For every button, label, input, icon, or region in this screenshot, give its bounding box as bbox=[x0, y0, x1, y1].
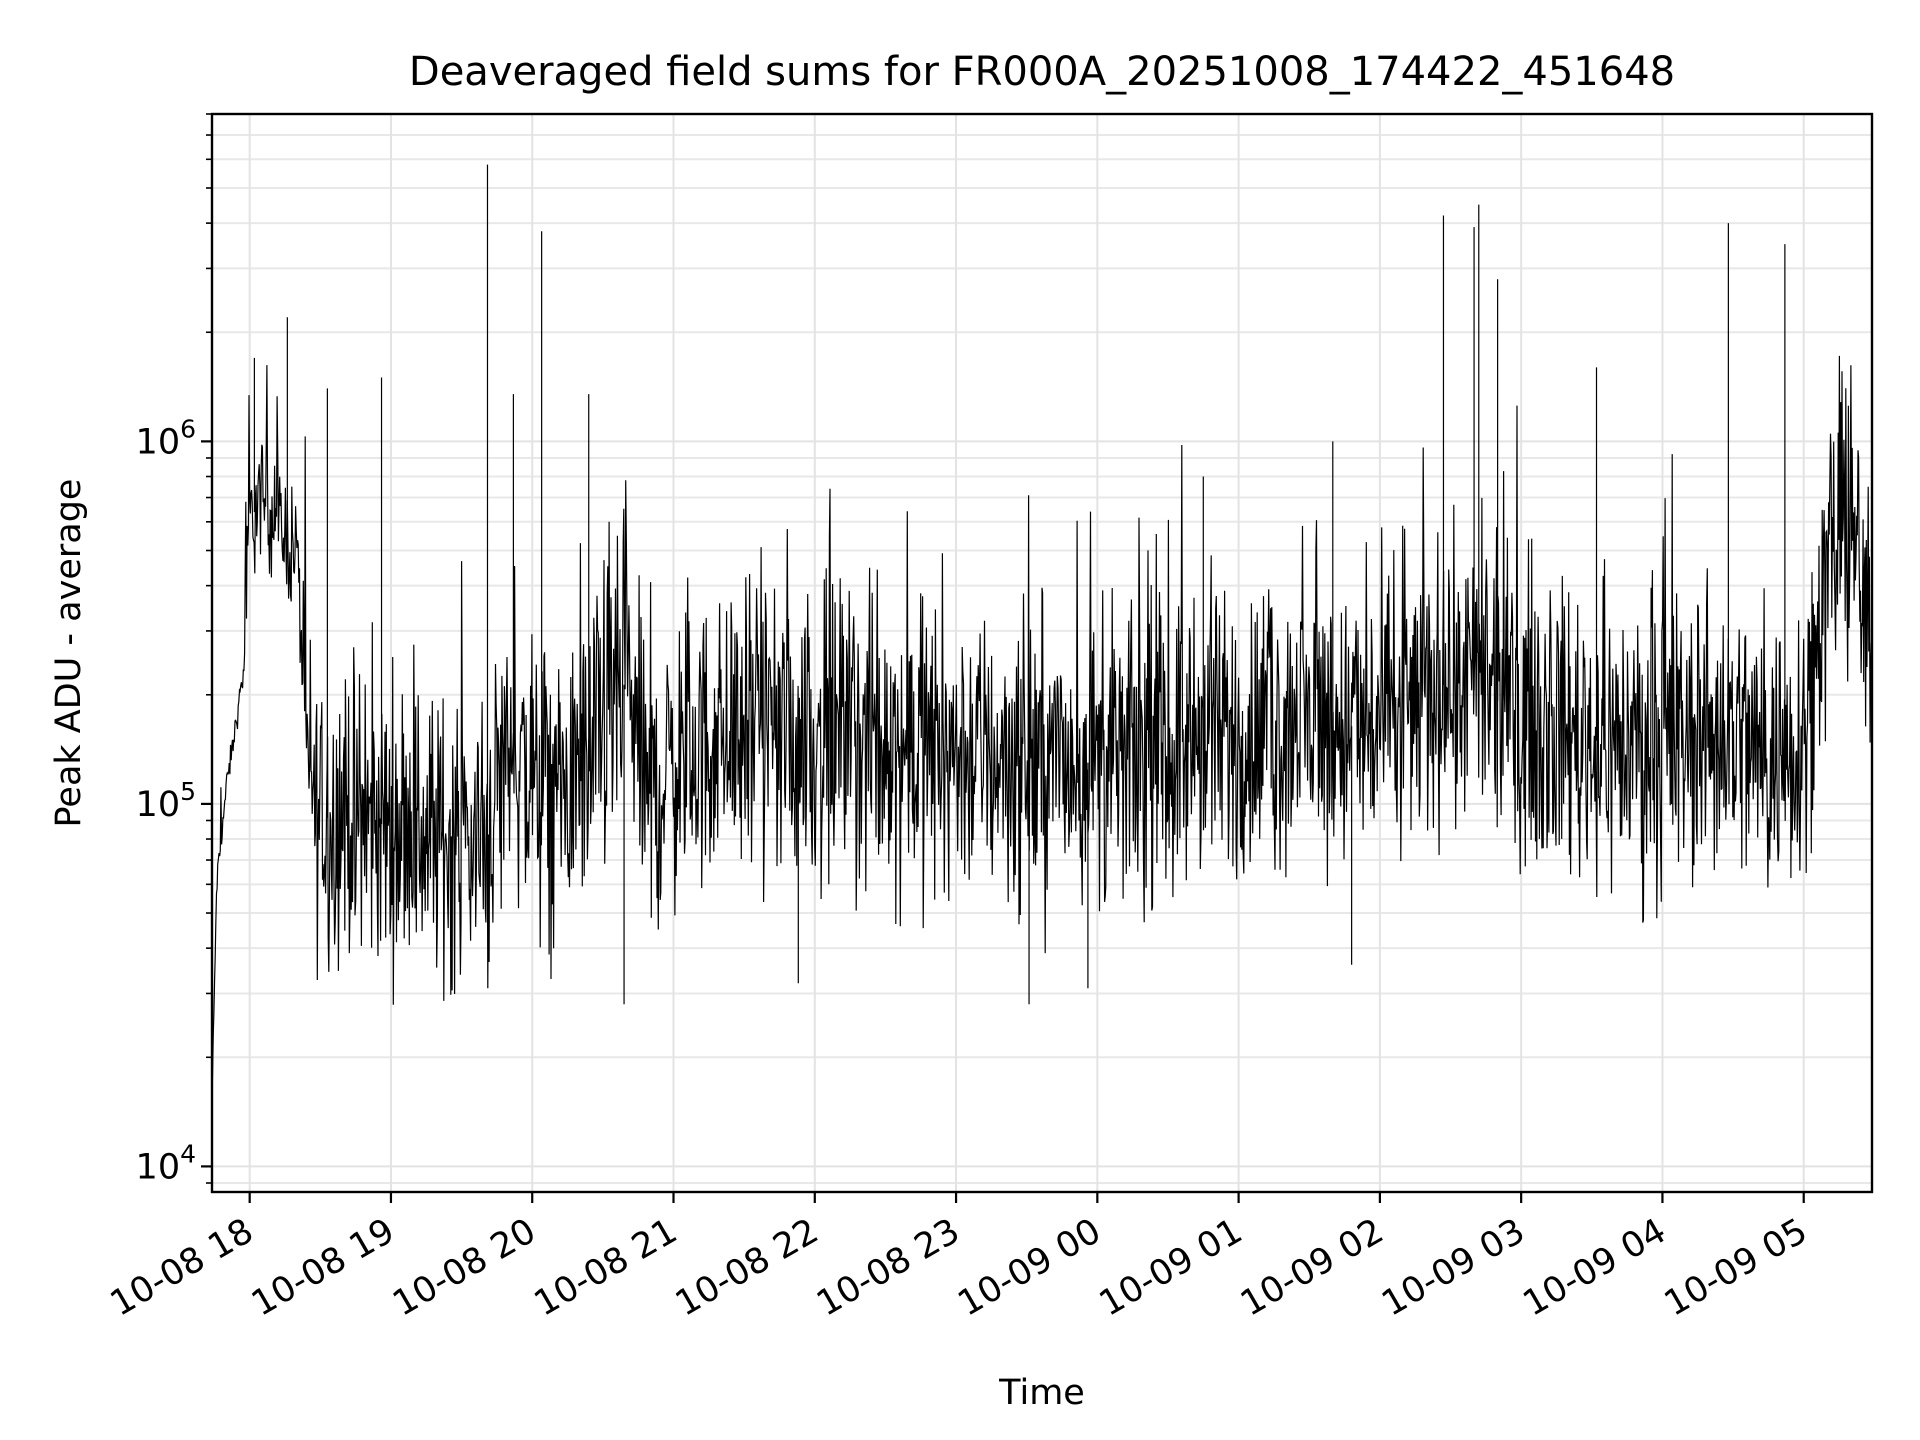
y-tick-exponent: 6 bbox=[180, 414, 196, 443]
plot-frame bbox=[210, 112, 1874, 1194]
y-axis-label: Peak ADU - average bbox=[49, 479, 89, 828]
spikes-layer bbox=[253, 164, 1840, 1005]
x-axis-label: Time bbox=[998, 1373, 1085, 1413]
grid-major-layer bbox=[212, 114, 1872, 1192]
y-tick-exponent: 5 bbox=[180, 777, 196, 806]
data-series-line bbox=[211, 355, 1873, 1102]
y-tick-exponent: 4 bbox=[180, 1139, 196, 1168]
chart-title: Deaveraged field sums for FR000A_2025100… bbox=[409, 49, 1675, 95]
